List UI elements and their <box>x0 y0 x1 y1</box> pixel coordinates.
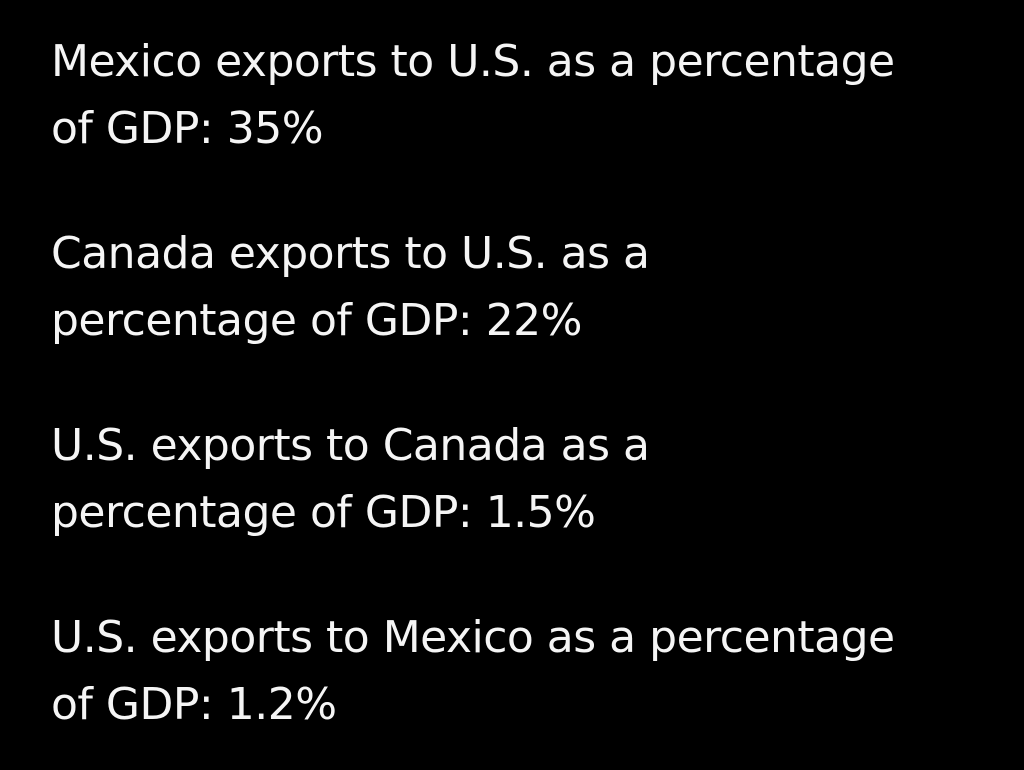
mexico-exports-text: Mexico exports to U.S. as a percentage o… <box>51 36 895 154</box>
us-exports-canada-stat: U.S. exports to Canada as a percentage o… <box>51 412 991 546</box>
canada-exports-stat: Canada exports to U.S. as a percentage o… <box>51 220 991 354</box>
us-exports-canada-text: U.S. exports to Canada as a percentage o… <box>51 420 650 538</box>
post-body: Mexico exports to U.S. as a percentage o… <box>51 28 991 738</box>
us-exports-mexico-text: U.S. exports to Mexico as a percentage o… <box>51 612 895 730</box>
canada-exports-text: Canada exports to U.S. as a percentage o… <box>51 228 650 346</box>
mexico-exports-stat: Mexico exports to U.S. as a percentage o… <box>51 28 991 162</box>
us-exports-mexico-stat: U.S. exports to Mexico as a percentage o… <box>51 604 991 738</box>
